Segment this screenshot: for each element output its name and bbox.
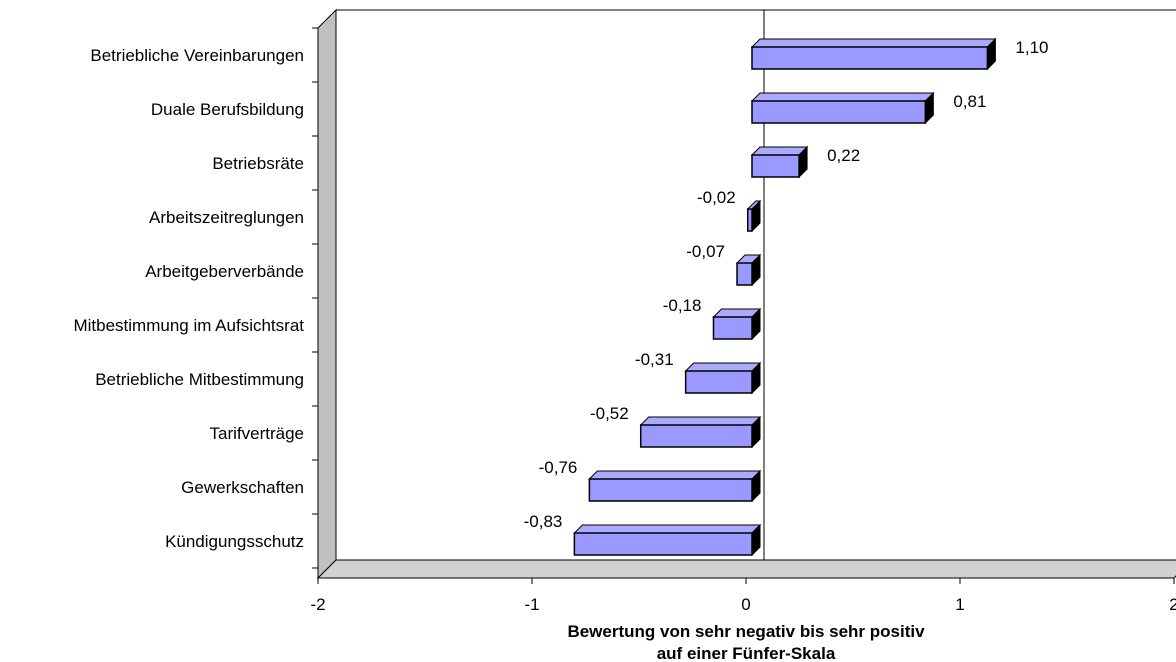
- bar: [751, 46, 989, 70]
- data-label: -0,02: [697, 188, 736, 207]
- bar: [712, 316, 753, 340]
- data-label: 0,22: [827, 146, 860, 165]
- category-label: Mitbestimmung im Aufsichtsrat: [73, 316, 304, 335]
- bar: [684, 370, 753, 394]
- x-axis-title-line-2: auf einer Fünfer-Skala: [657, 644, 836, 662]
- chart-bars: [573, 37, 997, 557]
- bar: [639, 424, 753, 448]
- x-axis-title-line-1: Bewertung von sehr negativ bis sehr posi…: [567, 622, 925, 641]
- category-label: Tarifverträge: [210, 424, 304, 443]
- data-label: -0,76: [539, 458, 578, 477]
- chart-labels: -2 -1 0 1 2 Betriebliche Vereinbarungen 1,10 Du…: [73, 38, 1176, 614]
- bar: [751, 154, 800, 178]
- bar-top: [573, 524, 762, 534]
- bar-top: [639, 416, 762, 426]
- floor: [316, 559, 1176, 579]
- category-label: Arbeitgeberverbände: [145, 262, 304, 281]
- x-tick-label: 2: [1169, 595, 1176, 614]
- data-label: 0,81: [953, 92, 986, 111]
- category-label: Arbeitszeitreglungen: [149, 208, 304, 227]
- bar-top: [750, 146, 809, 156]
- category-label: Betriebsräte: [212, 154, 304, 173]
- data-label: -0,83: [524, 512, 563, 531]
- data-label: -0,52: [590, 404, 629, 423]
- bar-top: [750, 38, 997, 48]
- bar-top: [684, 362, 762, 372]
- data-label: -0,31: [635, 350, 674, 369]
- data-label: 1,10: [1015, 38, 1048, 57]
- bar: [573, 532, 753, 556]
- category-label: Betriebliche Mitbestimmung: [95, 370, 304, 389]
- bar-top: [750, 92, 935, 102]
- bar-top: [588, 470, 762, 480]
- category-label: Gewerkschaften: [181, 478, 304, 497]
- left-wall: [317, 8, 337, 580]
- bar: [746, 208, 753, 232]
- bar: [751, 100, 927, 124]
- category-label: Kündigungsschutz: [165, 532, 304, 551]
- bar: [588, 478, 753, 502]
- category-label: Duale Berufsbildung: [151, 100, 304, 119]
- bar: [736, 262, 753, 286]
- data-label: -0,18: [663, 296, 702, 315]
- data-label: -0,07: [686, 242, 725, 261]
- x-tick-label: 1: [955, 595, 964, 614]
- x-tick-label: -2: [310, 595, 325, 614]
- x-tick-label: 0: [741, 595, 750, 614]
- chart-walls: [316, 8, 1176, 580]
- category-label: Betriebliche Vereinbarungen: [90, 46, 304, 65]
- x-tick-label: -1: [524, 595, 539, 614]
